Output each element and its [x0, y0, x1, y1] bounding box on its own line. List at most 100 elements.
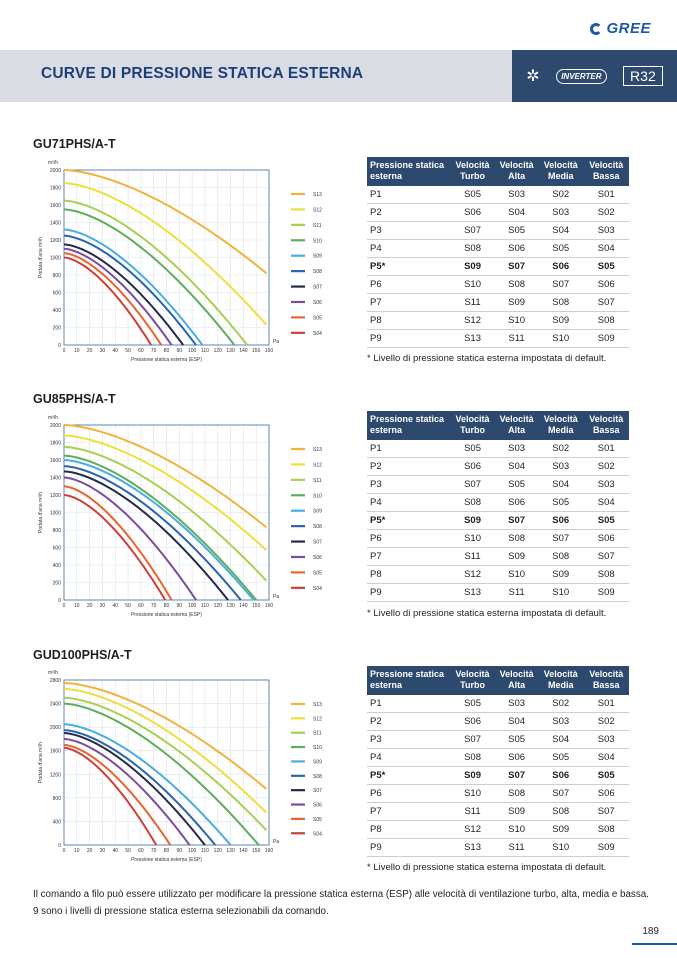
x-tick-label: 0 [63, 848, 66, 854]
table-cell: P4 [367, 748, 450, 767]
y-tick-label: 800 [53, 796, 62, 802]
table-cell: S06 [495, 748, 539, 767]
legend-label: S04 [313, 586, 322, 592]
table-cell: P9 [367, 838, 450, 857]
y-tick-label: 1000 [50, 511, 61, 517]
default-note: * Livello di pressione statica esterna i… [367, 608, 607, 619]
table-cell: S07 [495, 257, 539, 276]
legend-label: S05 [313, 570, 322, 576]
table-cell: P8 [367, 820, 450, 839]
table-cell: S08 [450, 239, 496, 258]
legend-label: S10 [313, 745, 322, 751]
x-tick-label: 60 [138, 348, 144, 354]
table-row: P7 S11 S09 S08 S07 [367, 802, 629, 821]
y-tick-label: 200 [53, 581, 62, 587]
table-cell: S08 [538, 802, 584, 821]
legend-label: S13 [313, 447, 322, 453]
legend-label: S06 [313, 803, 322, 809]
table-cell: S02 [538, 185, 584, 204]
table-cell: S08 [583, 565, 629, 584]
table-row: P3 S07 S05 S04 S03 [367, 475, 629, 494]
x-tick-label: 160 [265, 848, 274, 854]
x-tick-label: 140 [239, 848, 248, 854]
y-tick-label: 800 [53, 273, 62, 279]
y-tick-label: 2000 [50, 725, 61, 731]
table-cell: S03 [583, 730, 629, 749]
table-row: P1 S05 S03 S02 S01 [367, 439, 629, 458]
table-cell: S09 [538, 820, 584, 839]
table-cell: P9 [367, 583, 450, 602]
table-row: P7 S11 S09 S08 S07 [367, 547, 629, 566]
table-row: P8 S12 S10 S09 S08 [367, 311, 629, 330]
y-tick-label: 600 [53, 546, 62, 552]
table-cell: S02 [583, 712, 629, 731]
table-cell: S10 [538, 329, 584, 348]
table-cell: P5* [367, 766, 450, 785]
x-tick-label: 40 [112, 348, 118, 354]
series-line-s09 [63, 723, 232, 846]
y-axis-label: Portata d'aria m³/h [38, 492, 44, 533]
table-cell: S11 [495, 838, 539, 857]
series-line-s08 [63, 729, 216, 846]
table-cell: S06 [450, 203, 496, 222]
table-row: P6 S10 S08 S07 S06 [367, 275, 629, 294]
table-cell: S05 [538, 748, 584, 767]
table-cell: S08 [538, 547, 584, 566]
table-cell: S06 [495, 493, 539, 512]
column-header: Velocità Bassa [583, 157, 629, 186]
table-cell: S06 [538, 766, 584, 785]
table-cell: P9 [367, 329, 450, 348]
table-cell: S10 [450, 784, 496, 803]
table-cell: S01 [583, 185, 629, 204]
table-cell: S07 [583, 293, 629, 312]
table-row: P9 S13 S11 S10 S09 [367, 329, 629, 348]
x-tick-label: 140 [239, 348, 248, 354]
table-cell: S03 [495, 439, 539, 458]
y-unit: m³/h [48, 415, 58, 421]
table-cell: S11 [495, 329, 539, 348]
table-cell: S03 [495, 185, 539, 204]
table-row: P9 S13 S11 S10 S09 [367, 583, 629, 602]
series-line-s05 [63, 485, 173, 601]
x-tick-label: 40 [112, 848, 118, 854]
series-line-s08 [63, 465, 242, 601]
series-line-s12 [63, 434, 268, 551]
column-header: Velocità Media [538, 411, 584, 440]
table-cell: S07 [538, 784, 584, 803]
table-cell: S02 [583, 203, 629, 222]
table-cell: S02 [538, 694, 584, 713]
table-cell: S09 [495, 293, 539, 312]
table-cell: S10 [538, 583, 584, 602]
table-row: P4 S08 S06 S05 S04 [367, 493, 629, 512]
y-tick-label: 1400 [50, 476, 61, 482]
table-cell: S10 [495, 820, 539, 839]
series-line-s13 [63, 681, 268, 790]
table-cell: S05 [450, 439, 496, 458]
table-header-row: Pressione statica esterna Velocità Turbo V… [367, 666, 629, 695]
y-tick-label: 0 [58, 598, 61, 604]
table-cell: S04 [495, 457, 539, 476]
x-tick-label: 20 [87, 348, 93, 354]
series-line-s11 [63, 445, 268, 582]
series-line-s11 [63, 199, 248, 346]
table-cell: S10 [495, 311, 539, 330]
legend-label: S10 [313, 493, 322, 499]
y-axis-label: Portata d'aria m³/h [38, 742, 44, 783]
table-cell: S09 [450, 511, 496, 530]
table-cell: S05 [538, 493, 584, 512]
refrigerant-badge: R32 [623, 66, 663, 86]
legend-label: S09 [313, 509, 322, 515]
footer-paragraph: Il comando a filo può essere utilizzato … [33, 889, 649, 917]
table-cell: P4 [367, 239, 450, 258]
x-tick-label: 10 [74, 348, 80, 354]
table-cell: S04 [583, 748, 629, 767]
column-header: Velocità Bassa [583, 411, 629, 440]
x-tick-label: 90 [177, 848, 183, 854]
table-cell: P4 [367, 493, 450, 512]
y-tick-label: 1000 [50, 256, 61, 262]
table-cell: S06 [450, 457, 496, 476]
table-cell: S02 [583, 457, 629, 476]
table-row: P5* S09 S07 S06 S05 [367, 766, 629, 785]
series-line-s07 [63, 732, 206, 846]
table-cell: S02 [538, 439, 584, 458]
